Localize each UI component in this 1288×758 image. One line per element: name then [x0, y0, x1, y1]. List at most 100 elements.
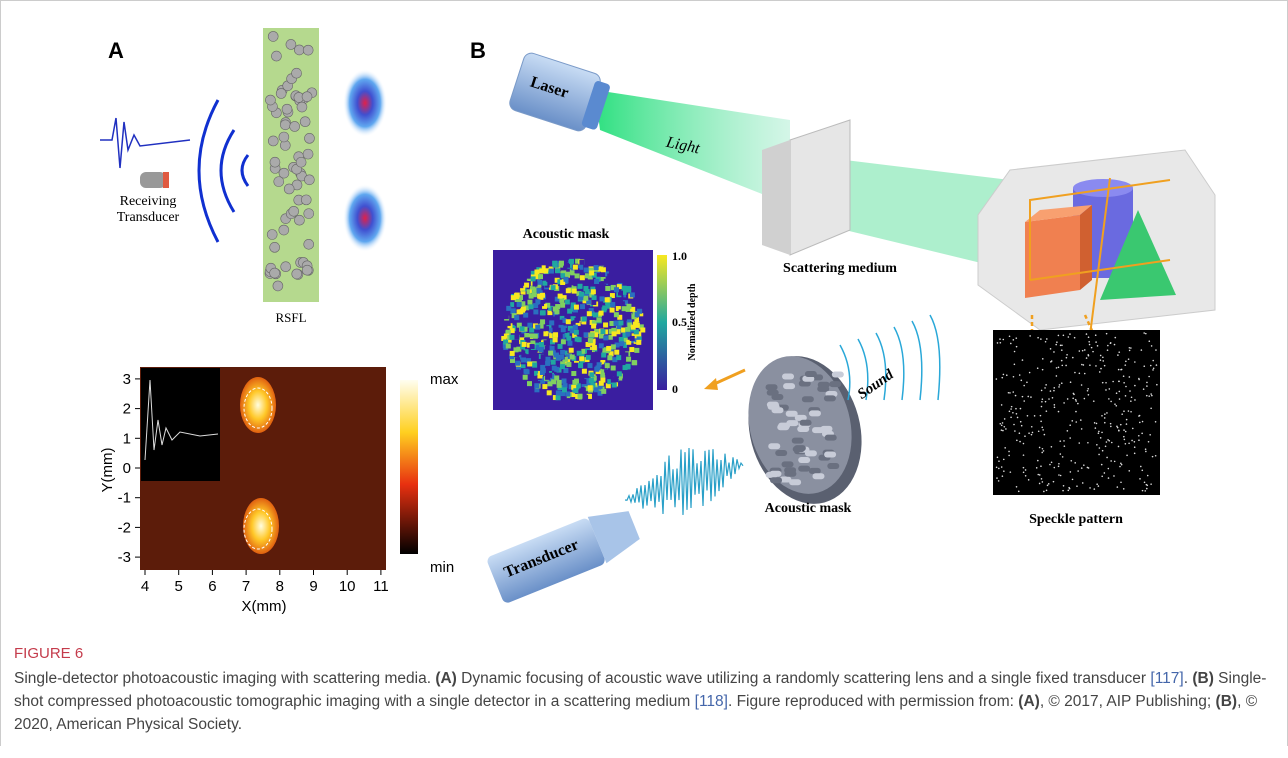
- mask-pixel: [541, 354, 546, 359]
- speckle-dot: [1115, 405, 1117, 407]
- speckle-dot: [1105, 382, 1107, 384]
- speckle-dot: [1102, 360, 1104, 362]
- speckle-dot: [1037, 474, 1039, 476]
- mask-pixel: [574, 330, 579, 335]
- speckle-dot: [1098, 431, 1100, 433]
- reference-link[interactable]: [118]: [695, 693, 728, 710]
- mask-pixel: [553, 263, 558, 268]
- speckle-dot: [1059, 440, 1061, 442]
- speckle-dot: [1021, 425, 1023, 427]
- speckle-dot: [1020, 380, 1022, 382]
- mask-pixel: [517, 302, 522, 307]
- mask-pillar: [817, 386, 829, 392]
- speckle-dot: [996, 466, 998, 468]
- speckle-dot: [1079, 372, 1081, 374]
- speckle-dot: [1104, 413, 1106, 415]
- speckle-dot: [1120, 481, 1122, 483]
- y-tick-label: 1: [123, 430, 131, 447]
- speckle-dot: [1053, 467, 1055, 469]
- speckle-dot: [1149, 434, 1151, 436]
- speckle-dot: [1066, 357, 1068, 359]
- mask-pixel: [554, 353, 559, 358]
- speckle-dot: [1098, 454, 1100, 456]
- mask-pixel: [545, 375, 550, 380]
- bead: [292, 68, 302, 78]
- bead: [286, 39, 296, 49]
- mask-pixel: [534, 270, 539, 275]
- reference-link[interactable]: [117]: [1150, 670, 1183, 687]
- bead: [301, 195, 311, 205]
- speckle-dot: [1041, 452, 1043, 454]
- mask-pixel: [611, 365, 616, 370]
- speckle-dot: [1049, 464, 1051, 466]
- mask-pixel: [558, 334, 563, 339]
- speckle-dot: [1134, 385, 1136, 387]
- x-tick-label: 5: [175, 578, 183, 595]
- speckle-dot: [1010, 416, 1012, 418]
- mask-pixel: [527, 381, 532, 386]
- mask-pixel: [597, 323, 602, 328]
- speckle-dot: [1030, 396, 1032, 398]
- speckle-dot: [1134, 399, 1136, 401]
- speckle-dot: [1037, 337, 1039, 339]
- speckle-dot: [1053, 387, 1055, 389]
- speckle-dot: [1058, 463, 1060, 465]
- speckle-dot: [1141, 433, 1143, 435]
- bead: [294, 215, 304, 225]
- speckle-dot: [1088, 394, 1090, 396]
- mask-pixel: [523, 375, 528, 380]
- speckle-dot: [1156, 384, 1158, 386]
- bead: [279, 132, 289, 142]
- mask-pixel: [605, 286, 610, 291]
- mask-pillar: [783, 383, 795, 389]
- speckle-dot: [998, 480, 1000, 482]
- mask-pixel: [557, 383, 562, 388]
- y-tick-label: 3: [123, 371, 131, 388]
- speckle-dot: [1077, 470, 1079, 472]
- bead: [276, 88, 286, 98]
- speckle-dot: [1047, 485, 1049, 487]
- speckle-dot: [1102, 450, 1104, 452]
- mask-pillar: [786, 411, 798, 417]
- speckle-dot: [1002, 339, 1004, 341]
- speckle-dot: [1128, 358, 1130, 360]
- speckle-dot: [1145, 451, 1147, 453]
- speckle-dot: [1105, 389, 1107, 391]
- speckle-dot: [1028, 432, 1030, 434]
- mask-pixel: [537, 280, 542, 285]
- mask-pillar: [798, 457, 810, 463]
- speckle-dot: [1087, 388, 1089, 390]
- x-tick-label: 7: [242, 578, 250, 595]
- mask-pixel: [541, 310, 546, 315]
- speckle-dot: [1110, 423, 1112, 425]
- mask-pixel: [550, 345, 555, 350]
- speckle-dot: [1037, 460, 1039, 462]
- speckle-dot: [999, 338, 1001, 340]
- speckle-dot: [1044, 434, 1046, 436]
- speckle-dot: [1009, 392, 1011, 394]
- mask-pillar: [768, 443, 780, 449]
- speckle-dot: [1060, 475, 1062, 477]
- speckle-dot: [1108, 468, 1110, 470]
- speckle-dot: [1146, 382, 1148, 384]
- mask-pixel: [572, 380, 577, 385]
- mask-pixel: [566, 362, 571, 367]
- speckle-dot: [1138, 415, 1140, 417]
- mask-pixel: [528, 304, 533, 309]
- mask-pixel: [562, 378, 567, 383]
- speckle-dot: [1015, 337, 1017, 339]
- mask-pixel: [577, 337, 582, 342]
- speckle-dot: [1016, 346, 1018, 348]
- speckle-dot: [1010, 471, 1012, 473]
- speckle-dot: [1101, 475, 1103, 477]
- bead: [289, 206, 299, 216]
- speckle-dot: [1044, 387, 1046, 389]
- mask-pixel: [515, 361, 520, 366]
- speckle-dot: [1013, 339, 1015, 341]
- mask-pixel: [555, 315, 560, 320]
- mask-pixel: [618, 320, 623, 325]
- scattering-medium: [790, 120, 850, 255]
- speckle-dot: [1100, 437, 1102, 439]
- speckle-dot: [1000, 342, 1002, 344]
- speckle-dot: [1101, 432, 1103, 434]
